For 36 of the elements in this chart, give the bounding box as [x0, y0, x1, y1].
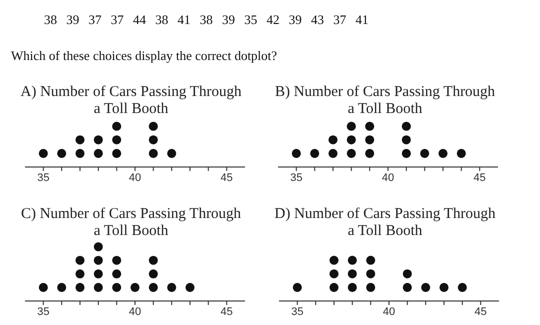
- point: [75, 269, 85, 278]
- point: [185, 282, 195, 292]
- point: [148, 269, 158, 278]
- chart-title: A) Number of Cars Passing Through a Toll Booth: [20, 84, 242, 118]
- x-tick-label: 35: [37, 172, 50, 184]
- x-tick-label: 45: [220, 306, 233, 318]
- x-tick-label: 35: [290, 172, 302, 184]
- point: [94, 282, 103, 292]
- chart-title: C) Number of Cars Passing Through a Toll Booth: [20, 206, 242, 240]
- point: [112, 269, 122, 278]
- x-tick-label: 40: [128, 172, 142, 184]
- point: [148, 256, 158, 265]
- text: Which of these choices display the correct dotplot?: [11, 48, 278, 64]
- point: [148, 282, 158, 292]
- point: [94, 242, 103, 252]
- text: 38 39 37 37 44 38 41 38 39 35 42 39 43 37 41: [44, 12, 370, 28]
- point: [130, 282, 140, 292]
- x-tick-label: 35: [291, 306, 304, 318]
- x-tick-label: 40: [128, 306, 142, 318]
- point: [112, 282, 122, 292]
- x-tick-label: 45: [220, 172, 233, 184]
- point: [75, 256, 85, 265]
- point: [38, 282, 48, 292]
- x-tick-label: 40: [382, 172, 394, 184]
- point: [94, 256, 103, 265]
- x-tick-label: 35: [37, 306, 50, 318]
- point: [75, 282, 85, 292]
- x-tick-label: 45: [474, 172, 486, 184]
- point: [112, 256, 122, 265]
- x-tick-label: 45: [474, 306, 487, 318]
- x-tick-label: 40: [382, 306, 396, 318]
- chart-title: D) Number of Cars Passing Through a Toll Booth: [274, 206, 496, 240]
- point: [94, 269, 103, 278]
- point: [167, 282, 176, 292]
- chart-title: B) Number of Cars Passing Through a Toll Booth: [274, 84, 496, 118]
- point: [57, 282, 66, 292]
